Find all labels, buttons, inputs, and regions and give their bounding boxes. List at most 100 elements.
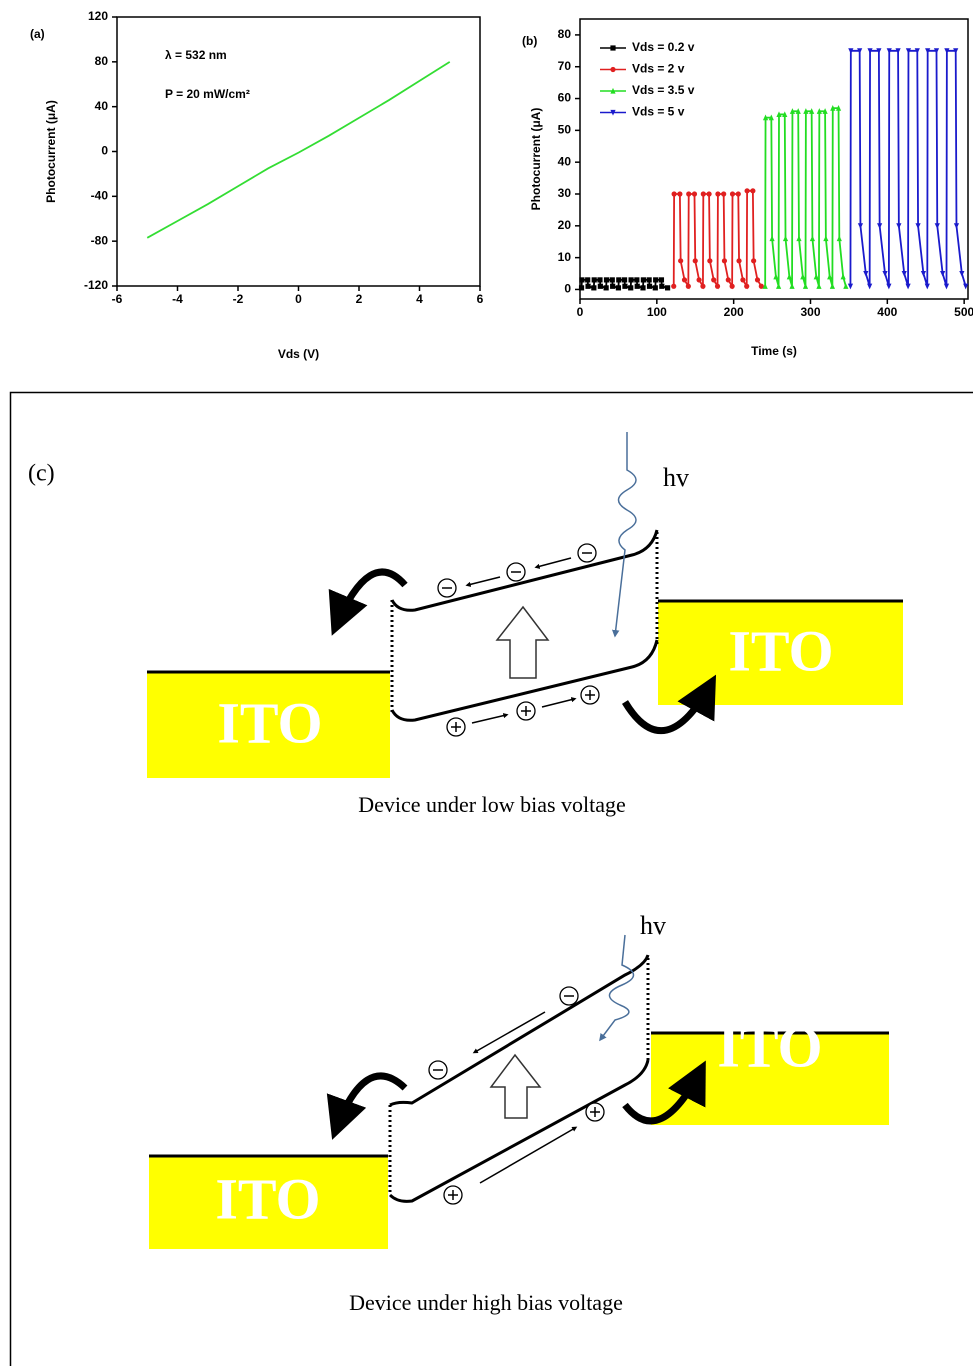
annotation: λ = 532 nm	[165, 48, 227, 62]
data-line	[674, 191, 762, 286]
marker	[693, 258, 698, 263]
x-tick-label: 200	[724, 305, 744, 319]
marker	[585, 284, 590, 289]
marker	[671, 284, 676, 289]
marker	[677, 191, 682, 196]
y-tick-label: 40	[95, 99, 109, 113]
marker	[579, 277, 584, 282]
x-tick-label: -4	[172, 292, 183, 306]
marker	[841, 274, 846, 280]
marker	[678, 258, 683, 263]
y-tick-label: 80	[558, 27, 572, 41]
marker	[783, 235, 788, 241]
marker	[902, 271, 907, 277]
marker	[622, 277, 627, 282]
marker	[843, 283, 848, 289]
marker	[726, 277, 731, 282]
y-tick-label: 40	[558, 154, 572, 168]
marker	[579, 285, 584, 290]
marker	[858, 223, 863, 229]
x-tick-label: 500	[954, 305, 973, 319]
marker	[628, 277, 633, 282]
marker	[915, 223, 920, 229]
x-tick-label: 100	[647, 305, 667, 319]
x-tick-label: 0	[577, 305, 584, 319]
data-line	[850, 51, 965, 286]
marker	[597, 277, 602, 282]
marker	[706, 191, 711, 196]
marker	[715, 191, 720, 196]
marker	[751, 258, 756, 263]
marker	[896, 223, 901, 229]
legend-label: Vds = 2 v	[632, 62, 685, 76]
x-tick-label: 2	[356, 292, 363, 306]
electrode-label: ITO	[217, 690, 322, 755]
marker	[755, 277, 760, 282]
marker	[634, 277, 639, 282]
x-tick-label: 4	[416, 292, 423, 306]
marker	[730, 191, 735, 196]
marker	[722, 258, 727, 263]
marker	[715, 284, 720, 289]
y-tick-label: 20	[558, 218, 572, 232]
marker	[736, 258, 741, 263]
legend-marker	[610, 67, 615, 72]
photon-label: hv	[640, 911, 666, 940]
marker	[921, 271, 926, 277]
y-tick-label: 120	[88, 9, 108, 23]
electrode-label: ITO	[215, 1166, 320, 1231]
marker	[604, 277, 609, 282]
marker	[610, 277, 615, 282]
figure: -6-4-20246-120-80-4004080120(a)Photocurr…	[0, 0, 973, 1366]
x-tick-label: 0	[295, 292, 302, 306]
x-tick-label: -2	[233, 292, 244, 306]
marker	[598, 284, 603, 289]
marker	[740, 277, 745, 282]
marker	[863, 271, 868, 277]
y-tick-label: 60	[558, 91, 572, 105]
marker	[940, 271, 945, 277]
marker	[886, 284, 891, 290]
marker	[935, 223, 940, 229]
marker	[653, 277, 658, 282]
marker	[700, 284, 705, 289]
marker	[925, 284, 930, 290]
marker	[641, 277, 646, 282]
marker	[959, 271, 964, 277]
marker	[789, 283, 794, 289]
y-axis-label: Photocurrent (μA)	[44, 100, 58, 203]
marker	[736, 191, 741, 196]
marker	[810, 235, 815, 241]
marker	[721, 191, 726, 196]
y-tick-label: -40	[91, 189, 109, 203]
marker	[628, 285, 633, 290]
y-tick-label: 10	[558, 250, 572, 264]
marker	[647, 284, 652, 289]
marker	[592, 277, 597, 282]
x-axis-label: Vds (V)	[278, 347, 319, 361]
marker	[711, 277, 716, 282]
marker	[686, 284, 691, 289]
marker	[803, 283, 808, 289]
legend-marker	[610, 45, 615, 50]
y-axis-label: Photocurrent (μA)	[529, 108, 543, 211]
panel-low-bias: ITO ITO hv Device under low bias voltage	[147, 432, 903, 817]
marker	[659, 284, 664, 289]
marker	[659, 277, 664, 282]
marker	[882, 271, 887, 277]
x-tick-label: 400	[877, 305, 897, 319]
photon	[615, 432, 636, 636]
marker	[622, 284, 627, 289]
marker	[745, 188, 750, 193]
marker	[585, 277, 590, 282]
y-tick-label: 30	[558, 186, 572, 200]
marker	[647, 277, 652, 282]
y-tick-label: 50	[558, 123, 572, 137]
marker	[837, 235, 842, 241]
marker	[692, 191, 697, 196]
annotation: P = 20 mW/cm²	[165, 87, 250, 101]
marker	[769, 235, 774, 241]
marker	[591, 285, 596, 290]
x-tick-label: 6	[477, 292, 484, 306]
